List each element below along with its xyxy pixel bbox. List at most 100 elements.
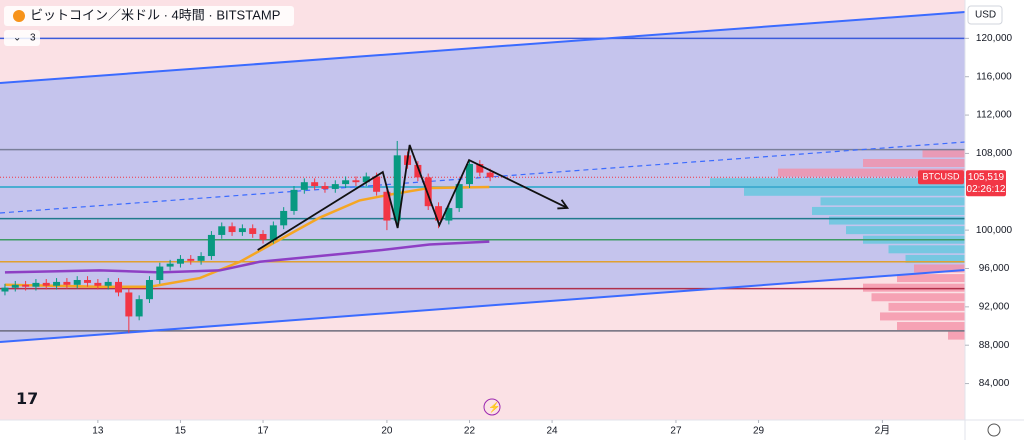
candle-body — [269, 225, 277, 240]
candle-body — [22, 284, 30, 287]
volume-profile-bar — [897, 322, 965, 331]
candle-body — [145, 280, 153, 300]
candle-body — [73, 280, 81, 285]
annotation-zigzag — [257, 144, 568, 251]
candle-body — [42, 282, 50, 286]
candle-body — [125, 292, 133, 317]
candle-body — [135, 299, 143, 317]
volume-profile-bar — [880, 312, 965, 321]
candle-body — [445, 208, 453, 221]
candle-body — [238, 228, 246, 233]
volume-profile-bar — [778, 168, 965, 177]
volume-profile-bar — [948, 331, 965, 340]
candle-body — [259, 233, 267, 240]
candle-body — [207, 234, 215, 257]
candle-body — [228, 226, 236, 233]
x-tick-label: 22 — [464, 426, 476, 437]
y-tick-label: 84,000 — [979, 378, 1010, 389]
candle-body — [176, 258, 184, 264]
candle-body — [321, 186, 329, 189]
currency-button[interactable] — [967, 5, 1003, 25]
y-tick-label: 96,000 — [979, 263, 1010, 274]
candle-body — [11, 284, 19, 288]
candle-body — [290, 189, 298, 211]
price-tag-label: 105,519 — [968, 172, 1005, 183]
volume-profile-bar — [905, 254, 965, 263]
candle-body — [414, 164, 422, 178]
y-tick-label: 116,000 — [976, 71, 1012, 82]
volume-profile-bar — [888, 302, 965, 311]
candle-body — [166, 263, 174, 267]
candle-body — [465, 163, 473, 185]
candle-body — [218, 226, 226, 235]
moving-average — [4, 240, 490, 274]
chart-title: ビットコイン／米ドル · 4時間 · BITSTAMP — [30, 7, 280, 22]
y-tick-label: 88,000 — [979, 340, 1010, 351]
volume-profile-bar — [922, 149, 965, 158]
candle-body — [455, 184, 463, 209]
candle-body — [63, 281, 71, 285]
candle-body — [53, 281, 61, 286]
annotation-arrowhead — [557, 199, 570, 210]
event-icon[interactable] — [483, 398, 501, 416]
candle-body — [476, 163, 484, 173]
candle-body — [115, 281, 123, 293]
volume-profile-bar — [871, 293, 965, 302]
candle-body — [373, 176, 381, 192]
indicator-toggle[interactable] — [4, 30, 40, 46]
volume-profile-bar — [897, 274, 965, 283]
plot-layers — [0, 10, 966, 344]
indicator-count: 3 — [30, 33, 36, 44]
candle-body — [300, 182, 308, 190]
candle-body — [94, 282, 102, 286]
volume-profile-bar — [744, 187, 965, 196]
y-tick-label: 120,000 — [976, 33, 1013, 44]
candle-body — [156, 266, 164, 280]
countdown-label: 02:26:12 — [967, 184, 1006, 195]
price-tag — [966, 170, 1006, 197]
volume-profile-bar — [820, 197, 965, 206]
chevron: ⌄ — [13, 33, 21, 44]
y-tick-label: 112,000 — [976, 110, 1012, 121]
candle-body — [424, 177, 432, 207]
x-tick-label: 24 — [547, 426, 559, 437]
channel-fill — [0, 11, 965, 343]
x-tick-label: 2月 — [875, 425, 891, 437]
btc-icon — [13, 10, 25, 22]
volume-profile-bar — [846, 226, 965, 235]
candle-body — [32, 282, 40, 287]
y-tick-label: 100,000 — [976, 225, 1013, 236]
volume-profile-bar — [812, 206, 965, 215]
candle-body — [362, 176, 370, 183]
candle-body — [84, 280, 92, 283]
settings-icon[interactable] — [987, 423, 1001, 437]
symbol-tag — [918, 170, 964, 185]
x-tick-label: 20 — [381, 426, 393, 437]
event-icon-glyph: ⚡ — [488, 401, 500, 414]
volume-profile-bar — [829, 216, 965, 225]
candle-body — [352, 180, 360, 183]
candle-body — [1, 287, 9, 292]
candle-body — [342, 180, 350, 185]
candle-body — [197, 256, 205, 261]
volume-profile-bar — [863, 283, 965, 292]
currency: USD — [975, 10, 996, 21]
x-tick-label: 13 — [92, 426, 104, 437]
candle-body — [104, 281, 112, 286]
trend-line — [0, 10, 966, 85]
trend-line — [0, 269, 966, 344]
candle-body — [187, 258, 195, 261]
volume-profile-bar — [710, 178, 965, 187]
candle-body — [249, 228, 257, 234]
candle-body — [393, 155, 401, 221]
candle-body — [331, 184, 339, 189]
x-tick-label: 27 — [670, 426, 682, 437]
candle-body — [486, 172, 494, 178]
candle-body — [383, 191, 391, 221]
candle-body — [311, 182, 319, 187]
title-box — [4, 6, 294, 26]
x-tick-label: 29 — [753, 426, 765, 437]
volume-profile-bar — [888, 245, 965, 254]
y-tick-label: 108,000 — [976, 148, 1013, 159]
